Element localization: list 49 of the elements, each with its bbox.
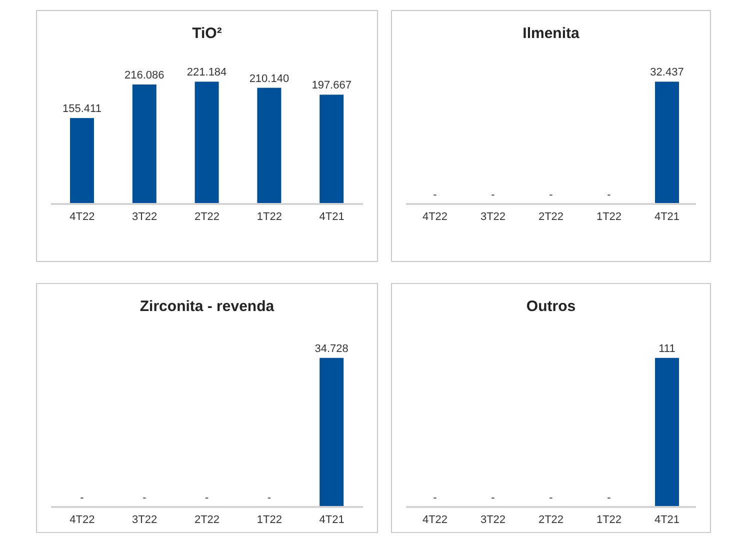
data-label: 216.086 (124, 70, 164, 82)
data-label: 111 (658, 342, 676, 355)
x-tick-label: 4T22 (70, 210, 95, 223)
data-label: - (549, 189, 554, 201)
chart-title: Ilmenita (522, 25, 580, 42)
x-tick-label: 4T21 (654, 210, 680, 223)
x-tick-label: 1T22 (596, 514, 622, 526)
data-label: - (142, 492, 147, 504)
x-tick-label: 3T22 (132, 514, 158, 526)
x-tick-label: 2T22 (194, 514, 220, 526)
x-tick-label: 4T21 (319, 210, 344, 223)
x-tick-label: 3T22 (480, 210, 506, 223)
data-label: 34.728 (314, 342, 348, 355)
chart-title: Outros (525, 298, 577, 315)
x-tick-label: 4T21 (319, 514, 344, 526)
data-label: 155.411 (62, 103, 102, 116)
x-tick-label: 4T22 (70, 514, 95, 526)
x-tick-label: 3T22 (132, 210, 158, 223)
x-tick-label: 3T22 (480, 514, 506, 526)
data-label: - (267, 492, 272, 504)
x-tick-label: 2T22 (538, 514, 564, 526)
data-label: - (491, 492, 496, 504)
data-label: - (607, 492, 612, 504)
bar (194, 82, 219, 204)
x-tick-label: 4T21 (654, 514, 680, 526)
bar (320, 94, 344, 204)
x-tick-label: 4T22 (422, 514, 448, 526)
x-tick-label: 2T22 (538, 210, 564, 223)
x-tick-label: 1T22 (256, 210, 282, 223)
x-tick-label: 1T22 (596, 210, 622, 223)
bar (257, 88, 282, 204)
x-tick-label: 2T22 (194, 210, 220, 223)
data-label: - (80, 492, 84, 504)
x-tick-label: 1T22 (256, 514, 282, 526)
data-label: - (433, 492, 438, 504)
bar (132, 84, 156, 204)
bar (70, 118, 94, 204)
chart-title: TiO² (191, 25, 223, 42)
chart-title: Zirconita - revenda (138, 298, 276, 315)
data-label: - (491, 189, 496, 201)
data-label: 210.140 (249, 72, 290, 85)
data-label: - (204, 492, 209, 504)
data-label: 197.667 (312, 80, 352, 92)
data-label: - (607, 189, 612, 201)
x-tick-label: 4T22 (422, 210, 448, 223)
data-label: - (549, 492, 554, 504)
data-label: 221.184 (186, 66, 227, 79)
data-label: - (433, 189, 438, 201)
data-label: 32.437 (650, 66, 684, 79)
